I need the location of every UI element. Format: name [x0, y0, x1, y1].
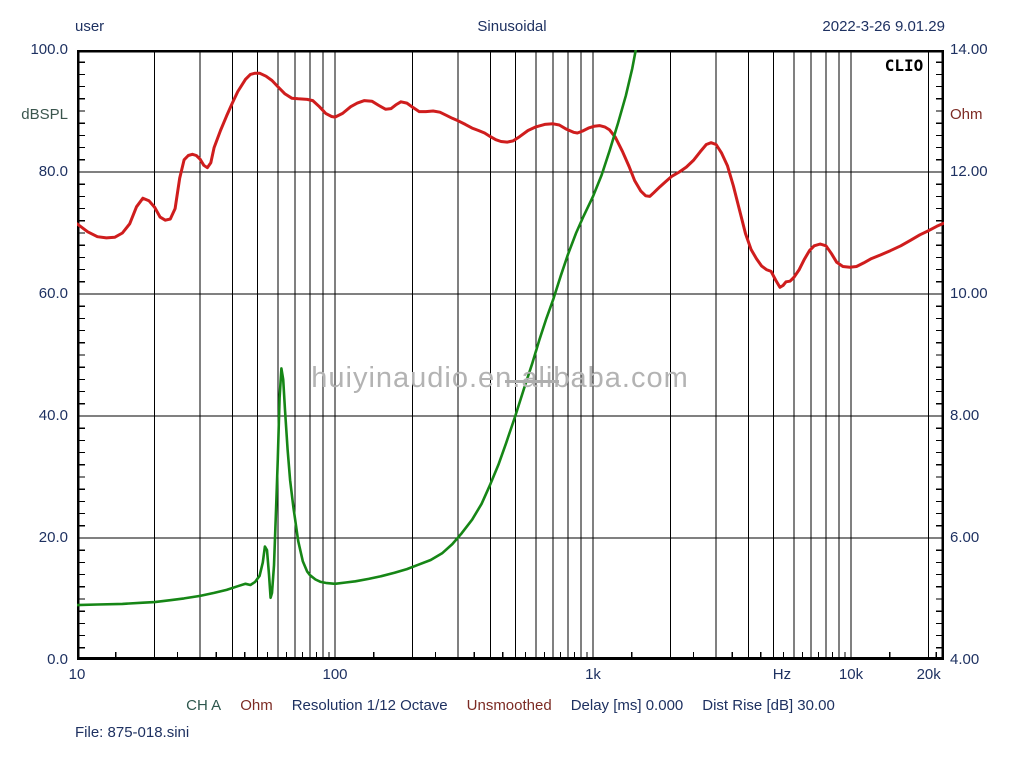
right-axis-tick-label: 8.00 [950, 407, 980, 424]
grid-lines [77, 50, 944, 660]
spl-curve [77, 71, 944, 289]
status-segment: Ohm [240, 697, 273, 714]
measurement-status-line: CH A Ohm Resolution 1/12 Octave Unsmoothed D… [77, 697, 944, 714]
status-segment: Resolution 1/12 Octave [291, 697, 448, 714]
status-segment: Delay [ms] 0.000 [570, 697, 684, 714]
clio-brand-badge: CLIO [884, 56, 924, 75]
left-axis-tick-label: 0.0 [47, 651, 68, 668]
left-axis-unit-label: dBSPL [21, 106, 68, 123]
right-axis-tick-label: 6.00 [950, 529, 980, 546]
header-datetime: 2022-3-26 9.01.29 [822, 18, 945, 35]
file-name-label: File: 875-018.sini [75, 724, 190, 741]
left-axis-tick-label: 100.0 [30, 41, 68, 58]
x-axis-tick-label: 1k [585, 666, 601, 683]
right-axis-tick-label: 14.00 [950, 41, 988, 58]
x-axis-tick-label: 10k [838, 666, 864, 683]
left-axis-tick-label: 80.0 [38, 163, 68, 180]
x-axis-tick-label: 10 [68, 666, 86, 683]
left-axis-tick-label: 40.0 [38, 407, 68, 424]
x-axis-tick-label: Hz [772, 666, 792, 683]
x-axis-tick-label: 100 [322, 666, 348, 683]
header-user-label: user [75, 18, 105, 35]
right-axis-unit-label: Ohm [950, 106, 983, 123]
left-axis-tick-label: 20.0 [38, 529, 68, 546]
watermark-text: huiyinaudio.en.alibaba.com [311, 362, 689, 394]
status-segment: Dist Rise [dB] 30.00 [702, 697, 835, 714]
left-axis-tick-label: 60.0 [38, 285, 68, 302]
watermark-strike-line [505, 380, 559, 383]
right-axis-tick-label: 4.00 [950, 651, 980, 668]
impedance-curve [77, 50, 638, 607]
measurement-type-title: Sinusoidal [477, 18, 547, 35]
right-axis-tick-label: 12.00 [950, 163, 988, 180]
right-axis-tick-label: 10.00 [950, 285, 988, 302]
x-axis-tick-label: 20k [916, 666, 941, 683]
status-segment: CH A [186, 697, 222, 714]
status-segment: Unsmoothed [466, 697, 552, 714]
frequency-response-chart [77, 50, 944, 660]
minor-ticks [77, 61, 944, 660]
chart-plot-area: huiyinaudio.en.alibaba.com CLIO [77, 50, 944, 660]
